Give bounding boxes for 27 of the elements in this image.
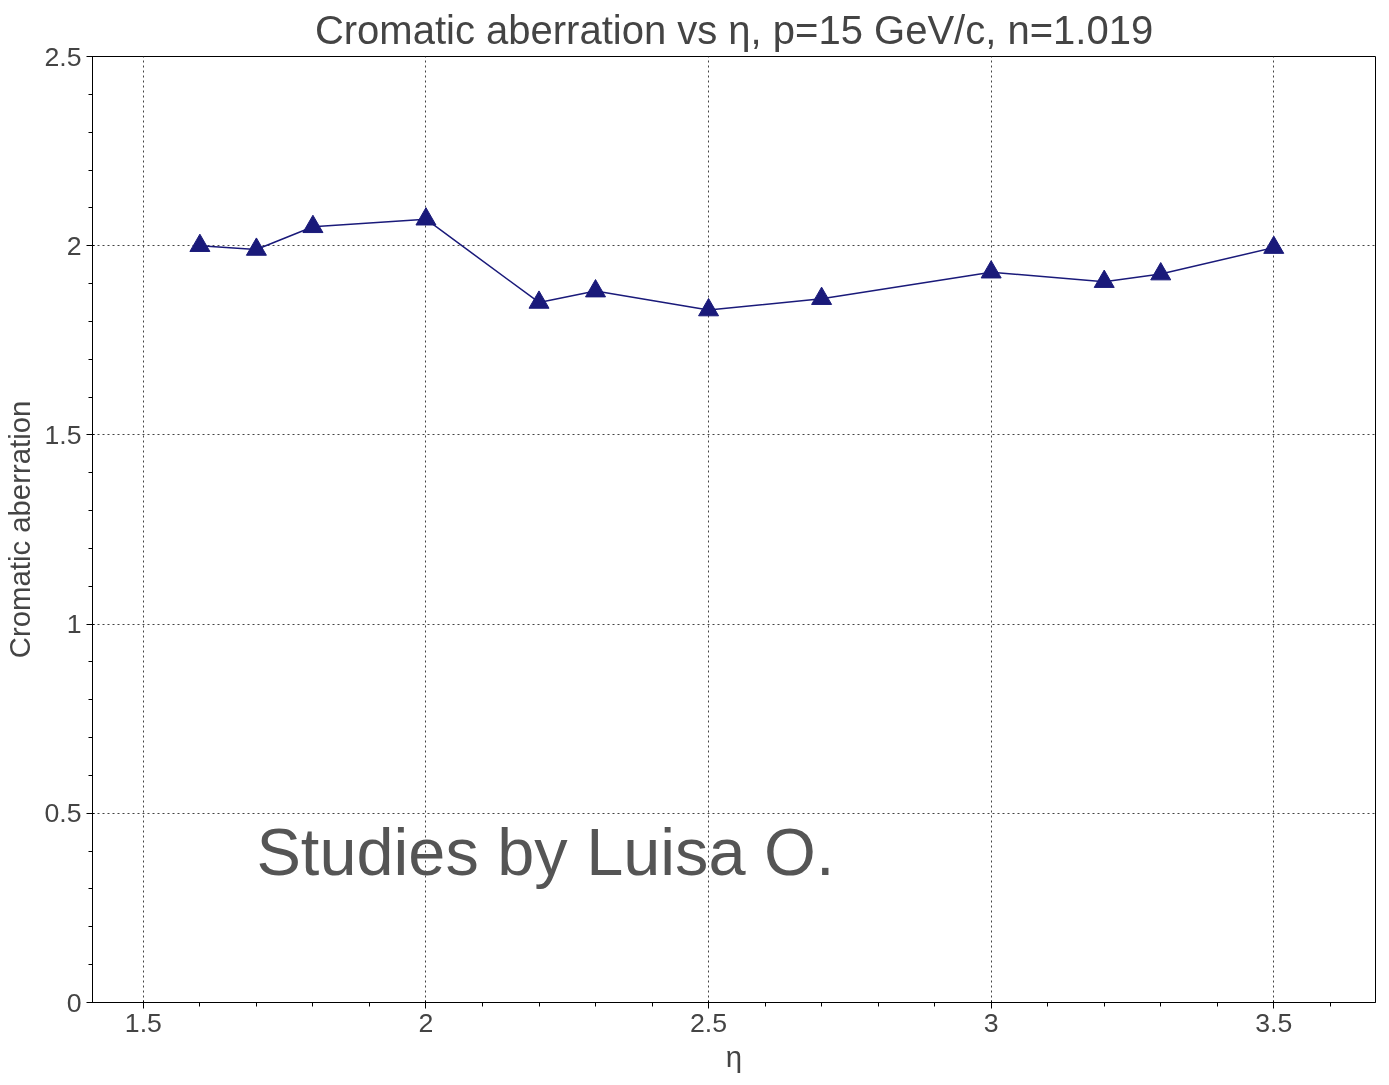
point xyxy=(302,214,324,234)
y-tick-label: 2 xyxy=(66,230,82,261)
x-tick-label: 3.5 xyxy=(1255,1007,1293,1038)
point xyxy=(415,207,437,226)
x-tick-label: 1.5 xyxy=(124,1007,162,1038)
chart-title: Cromatic aberration vs η, p=15 GeV/c, n=1.019 xyxy=(314,7,1154,52)
y-tick-label: 0.5 xyxy=(44,798,82,829)
point xyxy=(1150,262,1172,281)
annotation: Studies by Luisa O. xyxy=(256,814,835,889)
point xyxy=(245,237,267,256)
y-axis-title: Cromatic aberration xyxy=(3,400,37,659)
point xyxy=(980,260,1002,279)
x-axis-title: η xyxy=(725,1039,743,1073)
y-tick-label: 1 xyxy=(66,609,82,640)
point xyxy=(1263,235,1285,254)
point xyxy=(528,290,550,309)
x-tick-label: 2.5 xyxy=(690,1007,728,1038)
y-tick-label: 1.5 xyxy=(44,419,82,450)
point xyxy=(1093,269,1115,288)
y-tick-label: 2.5 xyxy=(44,41,82,72)
point xyxy=(585,279,607,298)
x-tick-label: 3 xyxy=(983,1007,999,1038)
point xyxy=(189,233,211,252)
point xyxy=(698,297,720,317)
y-tick-label: 0 xyxy=(66,987,82,1018)
x-tick-label: 2 xyxy=(418,1007,434,1038)
point xyxy=(811,286,833,305)
